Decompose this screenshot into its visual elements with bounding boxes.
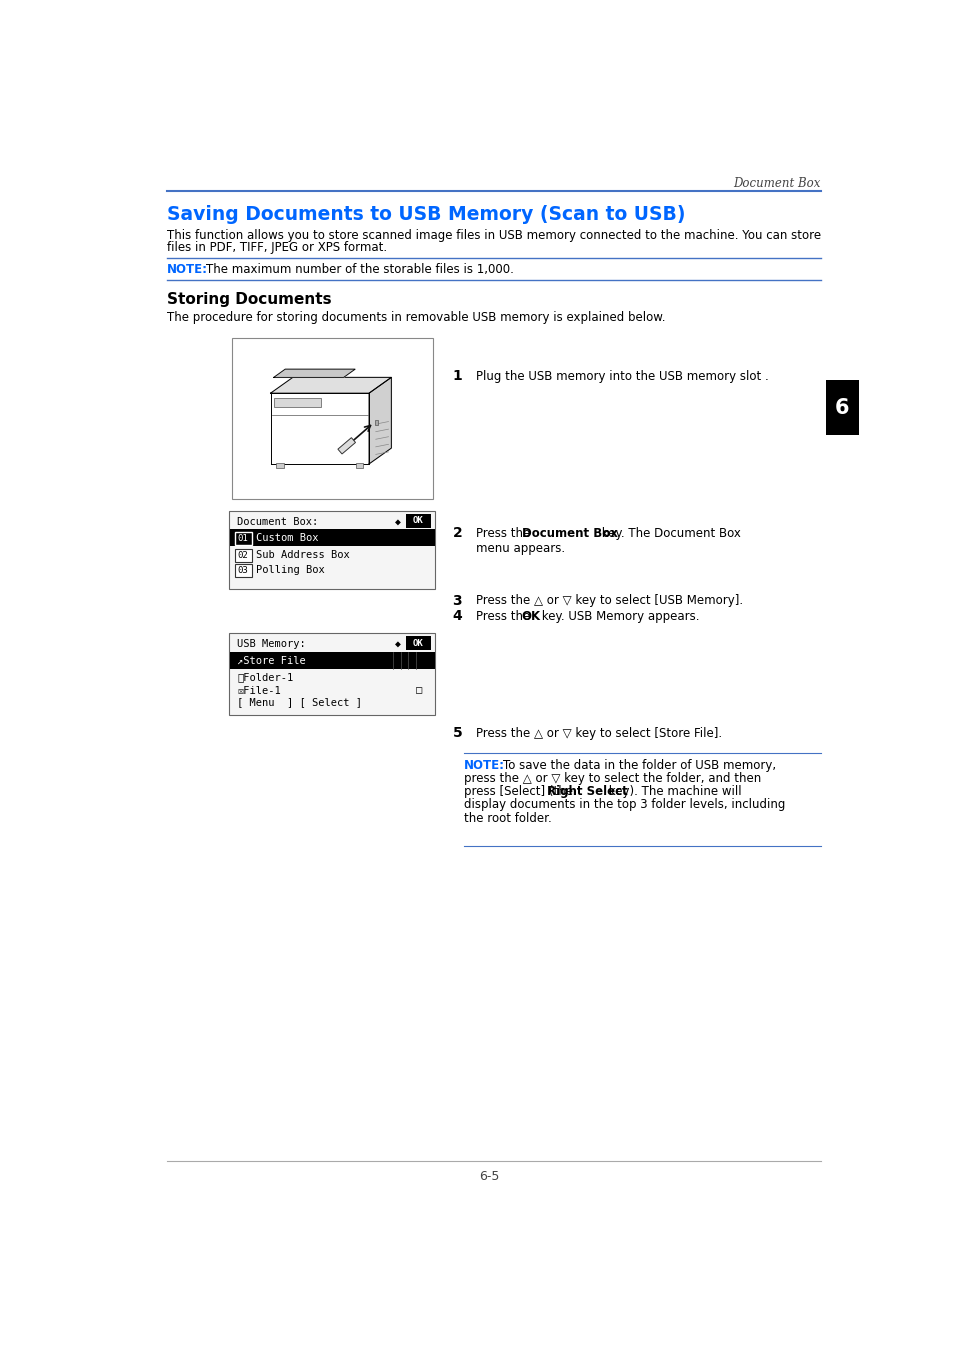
Text: 4: 4 bbox=[452, 609, 462, 624]
Bar bbox=[230, 652, 435, 668]
Text: NOTE:: NOTE: bbox=[167, 262, 208, 275]
Text: Document Box: Document Box bbox=[733, 177, 820, 190]
Text: key). The machine will: key). The machine will bbox=[604, 786, 741, 798]
Text: the root folder.: the root folder. bbox=[464, 811, 551, 825]
Polygon shape bbox=[274, 369, 355, 378]
Bar bbox=[276, 463, 284, 467]
Text: Polling Box: Polling Box bbox=[256, 566, 325, 575]
Text: The procedure for storing documents in removable USB memory is explained below.: The procedure for storing documents in r… bbox=[167, 310, 665, 324]
Text: Right Select: Right Select bbox=[546, 786, 627, 798]
Bar bbox=[229, 633, 435, 716]
Text: Press the: Press the bbox=[476, 526, 533, 540]
Text: Storing Documents: Storing Documents bbox=[167, 292, 332, 306]
Text: menu appears.: menu appears. bbox=[476, 543, 564, 555]
Text: Plug the USB memory into the USB memory slot .: Plug the USB memory into the USB memory … bbox=[476, 370, 768, 382]
Polygon shape bbox=[271, 378, 391, 393]
Text: 5: 5 bbox=[452, 726, 462, 740]
Text: NOTE:: NOTE: bbox=[464, 759, 504, 772]
Text: To save the data in the folder of USB memory,: To save the data in the folder of USB me… bbox=[502, 759, 775, 772]
Polygon shape bbox=[337, 437, 355, 454]
Text: 6: 6 bbox=[834, 398, 849, 417]
Bar bbox=[229, 510, 435, 590]
Text: key. USB Memory appears.: key. USB Memory appears. bbox=[537, 610, 699, 622]
Text: files in PDF, TIFF, JPEG or XPS format.: files in PDF, TIFF, JPEG or XPS format. bbox=[167, 240, 387, 254]
Text: 01: 01 bbox=[237, 533, 249, 543]
Text: □: □ bbox=[416, 686, 422, 695]
Bar bbox=[355, 463, 363, 467]
Text: 1: 1 bbox=[452, 369, 462, 383]
Text: ☒File-1: ☒File-1 bbox=[236, 686, 280, 695]
Bar bbox=[825, 379, 858, 435]
Bar bbox=[232, 338, 433, 500]
Bar bbox=[230, 529, 435, 547]
Text: USB Memory:: USB Memory: bbox=[236, 639, 306, 649]
Text: Sub Address Box: Sub Address Box bbox=[256, 549, 350, 560]
Bar bbox=[274, 397, 321, 408]
Text: Press the: Press the bbox=[476, 610, 533, 622]
Text: The maximum number of the storable files is 1,000.: The maximum number of the storable files… bbox=[206, 262, 514, 275]
Text: ⎘Folder-1: ⎘Folder-1 bbox=[236, 672, 293, 683]
Text: press the △ or ▽ key to select the folder, and then: press the △ or ▽ key to select the folde… bbox=[464, 772, 760, 786]
Text: 6-5: 6-5 bbox=[478, 1170, 498, 1184]
Text: key. The Document Box: key. The Document Box bbox=[598, 526, 740, 540]
Text: ◆: ◆ bbox=[395, 639, 400, 649]
Bar bbox=[375, 420, 378, 425]
Text: press [Select] (the: press [Select] (the bbox=[464, 786, 577, 798]
Text: Press the △ or ▽ key to select [USB Memory].: Press the △ or ▽ key to select [USB Memo… bbox=[476, 594, 742, 608]
Text: Custom Box: Custom Box bbox=[256, 533, 318, 543]
Bar bbox=[234, 548, 252, 562]
Bar bbox=[234, 564, 252, 576]
Text: 03: 03 bbox=[237, 566, 249, 575]
Text: Document Box: Document Box bbox=[521, 526, 618, 540]
Text: 2: 2 bbox=[452, 526, 462, 540]
Text: 3: 3 bbox=[452, 594, 461, 608]
Text: [ Menu  ] [ Select ]: [ Menu ] [ Select ] bbox=[236, 697, 362, 707]
Text: OK: OK bbox=[413, 516, 423, 525]
Text: ↗Store File: ↗Store File bbox=[236, 656, 306, 666]
Text: This function allows you to store scanned image files in USB memory connected to: This function allows you to store scanne… bbox=[167, 228, 821, 242]
Text: OK: OK bbox=[521, 610, 540, 622]
Text: ◆: ◆ bbox=[395, 517, 400, 526]
Text: 02: 02 bbox=[237, 551, 249, 560]
Text: Press the △ or ▽ key to select [Store File].: Press the △ or ▽ key to select [Store Fi… bbox=[476, 726, 721, 740]
Text: OK: OK bbox=[413, 639, 423, 648]
Text: display documents in the top 3 folder levels, including: display documents in the top 3 folder le… bbox=[464, 798, 784, 811]
Text: Document Box:: Document Box: bbox=[236, 517, 318, 526]
Bar bbox=[234, 532, 252, 544]
Text: Saving Documents to USB Memory (Scan to USB): Saving Documents to USB Memory (Scan to … bbox=[167, 205, 685, 224]
Polygon shape bbox=[369, 378, 391, 464]
Bar bbox=[406, 514, 431, 528]
Bar bbox=[406, 636, 431, 651]
